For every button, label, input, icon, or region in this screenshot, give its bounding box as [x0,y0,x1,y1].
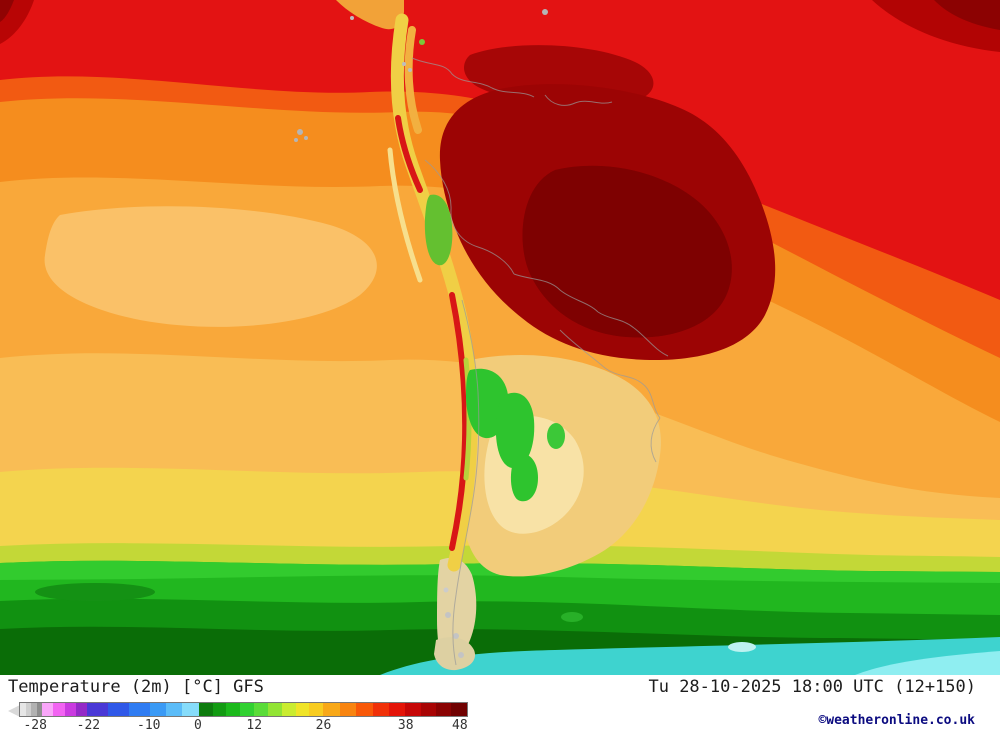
legend-segment [420,703,437,716]
legend-ticks: -28 -22 -10 0 12 26 38 48 [20,718,467,733]
legend-segment [107,703,129,716]
band-light-cyan [855,651,1000,675]
andes-red-segment-north [395,115,423,193]
temperature-map [0,0,1000,675]
country-borders [411,57,669,666]
legend-segment [149,703,166,716]
gray-artifact-dot [294,138,298,142]
legend-segment [198,703,213,716]
border-line [424,159,515,275]
legend-tick-label: -22 [76,718,101,733]
legend-colorbar [19,702,468,717]
gray-artifact-dot [402,62,406,66]
border-line [597,311,669,357]
cool-green-patch [495,392,535,469]
cool-green-patch [547,423,565,449]
legend-segment [281,703,296,716]
legend-segment [36,703,43,716]
legend-segment [42,703,54,716]
footer-caption-row: Temperature (2m) [°C] GFS Tu 28-10-2025 … [0,675,1000,697]
legend-segment [372,703,390,716]
legend-segment [31,703,37,716]
gray-artifact-dot [304,136,308,140]
border-line [544,94,613,106]
legend-segment [309,703,324,716]
gray-artifact-dot [408,68,412,72]
legend-segment [295,703,310,716]
legend-tick-label: 12 [246,718,263,733]
legend-segment [75,703,87,716]
andes-ridge [387,13,565,572]
andes-yellow-green-flank [463,357,472,481]
green-cool-patch [35,583,155,601]
gray-artifact-dot [542,9,548,15]
pacific-warm-patch [44,206,377,327]
hot-region [0,0,1000,360]
peru-coast-pale-strip [387,147,423,283]
map-footer: Temperature (2m) [°C] GFS Tu 28-10-2025 … [0,675,1000,733]
patagonia-gray-dot [458,652,464,658]
legend-tick-label: 0 [193,718,202,733]
border-line [559,329,661,419]
legend-segment [25,703,32,716]
legend-tick-label: 48 [452,718,468,733]
legend-segment [267,703,282,716]
legend-tick-label: -10 [136,718,161,733]
legend-segment [128,703,150,716]
border-line [650,417,661,463]
legend-tick-label: 38 [397,718,414,733]
legend-tick-label: -28 [23,718,47,733]
colombia-green-dot [419,39,425,45]
map-title: Temperature (2m) [°C] GFS [8,677,264,697]
legend-segment [405,703,421,716]
legend-segment [87,703,108,716]
border-line [461,299,479,393]
green-island-patch [561,612,583,622]
legend-segment [182,703,199,716]
patagonia-gray-dot [453,633,459,639]
legend-segment [389,703,406,716]
border-line [411,57,535,98]
patagonia-gray-dot [445,612,451,618]
copyright-link[interactable]: ©weatheronline.co.uk [818,713,975,728]
legend-tick-label: 26 [315,718,332,733]
border-line [513,273,599,313]
map-datetime: Tu 28-10-2025 18:00 UTC (12+150) [648,677,976,697]
legend-segment [436,703,452,716]
central-america-warm-patch [336,0,404,30]
band-cyan [380,637,1000,675]
legend-segment [240,703,255,716]
gray-artifact-dot [350,16,354,20]
legend-left-arrow-icon [8,705,20,717]
border-line [452,391,480,666]
corner-darkest-red-top-right [934,0,1000,30]
legend-segment [53,703,65,716]
legend-segment [226,703,241,716]
legend-segment [451,703,467,716]
islands-artifacts [294,9,756,652]
brazil-darkest-red-core [522,165,732,338]
gray-artifact-dot [297,129,303,135]
legend-segment [165,703,183,716]
legend-segment [64,703,76,716]
legend-segment [323,703,340,716]
patagonia-gray-dot [443,587,449,593]
andes-green-patch-north [424,194,453,266]
temperature-map-canvas [0,0,1000,675]
legend: -28 -22 -10 0 12 26 38 48 [8,702,470,733]
cool-green-patch [510,453,538,502]
corner-darkest-red-top-left [0,0,14,22]
legend-segment [20,703,26,716]
legend-segment [212,703,227,716]
andes-red-segment-central [449,292,469,551]
light-cyan-island-patch [728,642,756,652]
legend-segment [254,703,268,716]
legend-segment [356,703,373,716]
legend-segment [339,703,357,716]
andes-north-branch [404,26,422,134]
